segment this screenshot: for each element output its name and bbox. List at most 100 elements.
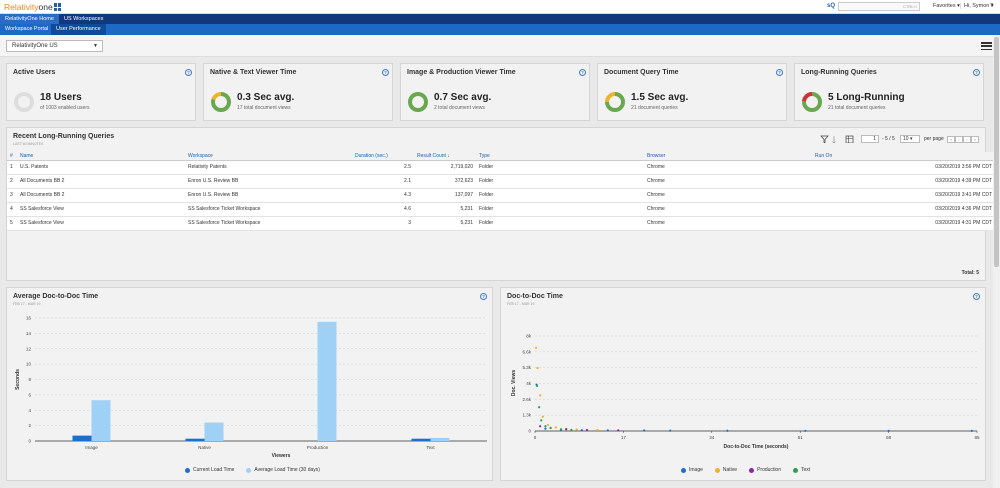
metric-subtext: 2 total document views	[434, 105, 485, 111]
sort-icon[interactable]	[832, 136, 836, 143]
last-page-button[interactable]: »	[971, 136, 979, 143]
table-row[interactable]: 4 SS Salesforce View SS Salesforce Ticket …	[7, 202, 995, 217]
page-scrollbar[interactable]	[993, 35, 1000, 488]
donut-chart	[605, 92, 625, 112]
tab-workspace-portal[interactable]: Workspace Portal	[5, 26, 49, 32]
tab-relativityone-home[interactable]: RelativityOne Home	[0, 14, 59, 24]
metric-subtext: 21 total document queries	[828, 105, 886, 111]
page-size-select[interactable]: 10 ▾	[900, 135, 920, 143]
table-cell: 2.5	[352, 160, 414, 175]
scatter-point	[804, 429, 807, 432]
col-duration[interactable]: Duration (sec.)	[352, 152, 414, 161]
x-tick-label: Native	[198, 445, 211, 450]
first-page-button[interactable]: «	[947, 136, 955, 143]
y-tick-label: 6.6k	[522, 349, 531, 354]
table-cell: Enron U.S. Review BB	[185, 188, 352, 203]
help-icon[interactable]: ?	[973, 69, 980, 76]
metric-subtext: 17 total document views	[237, 105, 291, 111]
pager-buttons: « ‹ › »	[947, 136, 979, 143]
table-row[interactable]: 2 All Documents BB 2 Enron U.S. Review BB 2…	[7, 174, 995, 189]
scatter-point	[541, 415, 544, 418]
y-tick-label: 5.3k	[522, 365, 531, 370]
per-page-label: per page	[924, 136, 944, 142]
scatter-point	[575, 428, 578, 431]
scatter-point	[544, 425, 547, 428]
bar	[185, 438, 205, 441]
legend-item[interactable]: Native	[714, 467, 737, 473]
scatter-point	[549, 426, 552, 430]
help-icon[interactable]: ?	[480, 293, 487, 300]
legend-item[interactable]: Production	[749, 467, 781, 473]
help-icon[interactable]: ?	[776, 69, 783, 76]
help-icon[interactable]: ?	[990, 3, 994, 9]
legend-item[interactable]: Current Load Time	[185, 467, 234, 473]
bar	[317, 321, 337, 441]
table-row[interactable]: 1 U.S. Patents Relativity Patents 2.5 2,719,…	[7, 160, 995, 175]
help-icon[interactable]: ?	[579, 69, 586, 76]
apps-grid-icon[interactable]	[54, 3, 62, 11]
table-cell: 3	[7, 188, 17, 203]
col-number[interactable]: #	[7, 152, 17, 161]
columns-icon[interactable]	[845, 135, 854, 143]
donut-chart	[408, 92, 428, 112]
col-workspace[interactable]: Workspace	[185, 152, 352, 161]
workspace-select[interactable]: RelativityOne US ▼	[6, 40, 103, 52]
search-icon[interactable]: sQ	[827, 3, 836, 9]
page-input[interactable]: 1	[861, 135, 879, 143]
legend-item[interactable]: Average Load Time (30 days)	[246, 467, 320, 473]
sort-down-icon: ↓	[447, 152, 450, 159]
filter-icon[interactable]	[820, 135, 829, 143]
scatter-chart: 0 1.3k 2.6k 4k 5.3k 6.6k 8k 0 17 34 51 68 85 Doc-to-D…	[511, 334, 980, 451]
grid-tool-icons	[820, 135, 854, 143]
x-tick-label: 0	[534, 435, 537, 440]
y-tick-label: 12	[26, 346, 32, 351]
y-tick-label: 6	[28, 392, 31, 397]
col-run-on[interactable]: Run On	[812, 152, 995, 161]
x-tick-label: Text	[426, 445, 435, 450]
scrollbar-thumb[interactable]	[994, 37, 999, 267]
user-menu[interactable]: Hi, Symon ▾	[960, 3, 994, 9]
metric-title: Long-Running Queries	[801, 69, 877, 76]
y-tick-label: 0	[28, 439, 31, 444]
col-type[interactable]: Type	[476, 152, 644, 161]
next-page-button[interactable]: ›	[963, 136, 971, 143]
chart-subtitle: FEB 17 - MAR 19	[507, 302, 535, 306]
svg-text:«: «	[950, 137, 953, 142]
top-bar: Relativityone sQ CTRL+/ Favorites ▾ Hi, …	[0, 0, 1000, 14]
x-tick-label: Production	[307, 445, 329, 450]
table-cell: Relativity Patents	[185, 160, 352, 175]
x-axis-label: Doc-to-Doc Time (seconds)	[724, 444, 789, 450]
scatter-point	[887, 429, 890, 432]
y-tick-label: 4k	[526, 381, 532, 386]
svg-text:›: ›	[966, 137, 968, 142]
legend-item[interactable]: Text	[793, 467, 810, 473]
col-result-count[interactable]: Result Count ↓	[414, 152, 476, 161]
col-browser[interactable]: Browser	[644, 152, 812, 161]
table-row[interactable]: 3 All Documents BB 2 Enron U.S. Review BB 4…	[7, 188, 995, 203]
tab-us-workspaces[interactable]: US Workspaces	[64, 16, 104, 22]
help-icon[interactable]: ?	[382, 69, 389, 76]
table-row[interactable]: 5 SS Salesforce View SS Salesforce Ticket …	[7, 216, 995, 231]
y-tick-label: 2.6k	[522, 397, 531, 402]
table-cell: 03/20/2019 4:39 PM CDT	[812, 174, 995, 189]
help-icon[interactable]: ?	[185, 69, 192, 76]
svg-text:‹: ‹	[958, 137, 960, 142]
prev-page-button[interactable]: ‹	[955, 136, 963, 143]
y-tick-label: 2	[28, 423, 31, 428]
favorites-menu[interactable]: Favorites ▾	[933, 3, 960, 9]
legend-item[interactable]: Image	[681, 467, 703, 473]
metric-card: Document Query Time ? 1.5 Sec avg. 21 do…	[597, 63, 787, 121]
queries-table: # Name Workspace Duration (sec.) Result …	[7, 152, 995, 231]
menu-icon[interactable]	[981, 42, 992, 50]
tab-user-performance[interactable]: User Performance	[51, 24, 106, 35]
y-tick-label: 8	[28, 377, 31, 382]
relativity-logo[interactable]: Relativityone	[4, 2, 53, 12]
help-icon[interactable]: ?	[973, 293, 980, 300]
col-name[interactable]: Name	[17, 152, 185, 161]
x-tick-label: 17	[621, 435, 627, 440]
chevron-down-icon: ▾	[909, 136, 913, 142]
search-input[interactable]: CTRL+/	[838, 2, 920, 11]
chart-title: Average Doc-to-Doc Time	[13, 293, 99, 300]
sub-nav: Workspace Portal User Performance	[0, 24, 1000, 35]
main-nav: RelativityOne Home US Workspaces	[0, 14, 1000, 24]
